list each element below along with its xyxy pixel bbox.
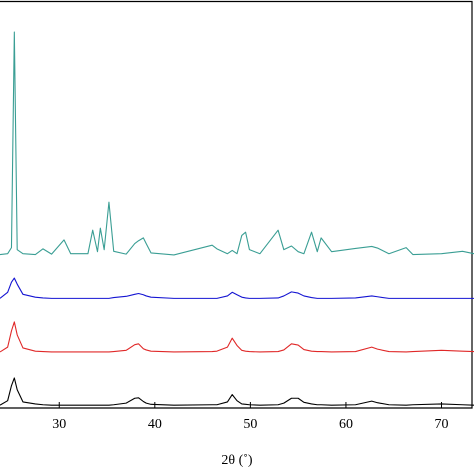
x-tick-label: 30 bbox=[52, 417, 66, 432]
series-line bbox=[0, 277, 474, 299]
series-line bbox=[0, 321, 474, 353]
x-tick-label: 50 bbox=[243, 417, 257, 432]
x-tick-label: 40 bbox=[148, 417, 162, 432]
plot-frame bbox=[0, 0, 473, 409]
x-axis-label: 2θ (˚) bbox=[221, 453, 253, 468]
series-line bbox=[0, 31, 474, 256]
x-tick-label: 70 bbox=[435, 417, 449, 432]
series-line bbox=[0, 377, 474, 406]
x-tick-label: 60 bbox=[339, 417, 353, 432]
